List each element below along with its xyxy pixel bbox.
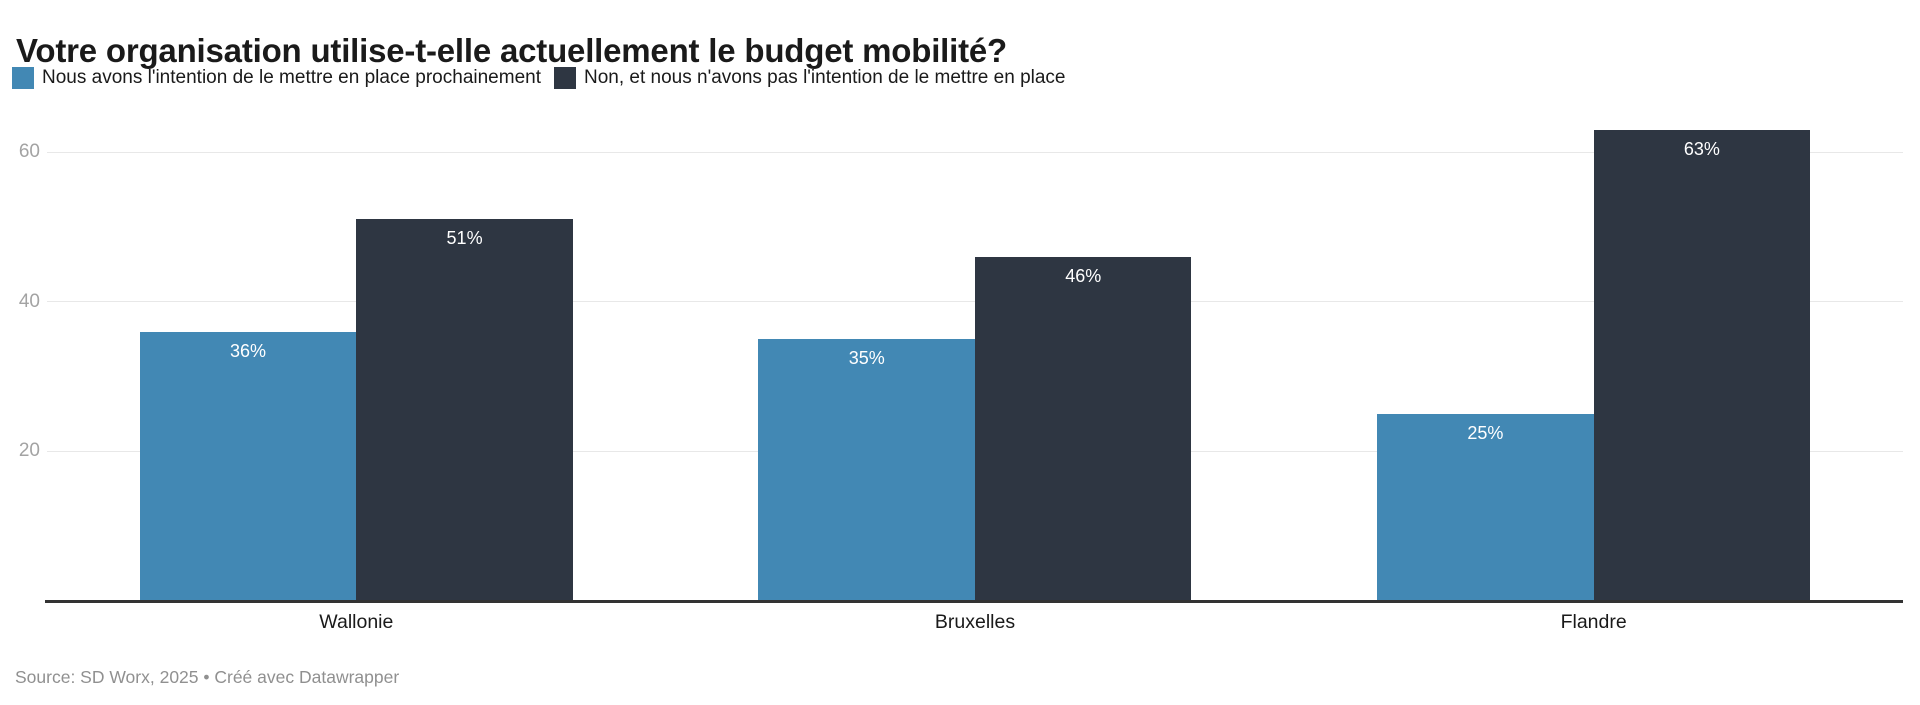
gridline-60 [47,151,1903,153]
chart-title: Votre organisation utilise-t-elle actuel… [16,32,1007,70]
bar-group-wallonie: 36% 51% [47,105,666,601]
x-axis-category-labels: Wallonie Bruxelles Flandre [47,611,1903,637]
category-label-wallonie: Wallonie [319,611,394,633]
bar-value-label: 46% [1065,265,1102,286]
category-label-bruxelles: Bruxelles [934,611,1016,633]
bar-pair: 36% 51% [139,219,573,601]
y-axis-tick-label-20: 20 [18,440,40,462]
legend-item-label: Nous avons l'intention de le mettre en p… [42,67,541,88]
bar-flandre-series2: 63% [1593,129,1811,601]
legend: Nous avons l'intention de le mettre en p… [12,67,1066,89]
bar-value-label: 63% [1683,138,1720,159]
bar-value-label: 25% [1467,422,1504,443]
bar-group-bruxelles: 35% 46% [666,105,1285,601]
bar-bruxelles-series1: 35% [758,339,975,601]
source-attribution: Source: SD Worx, 2025 • Créé avec Datawr… [15,667,400,687]
bar-flandre-series1: 25% [1377,413,1594,601]
legend-swatch-icon [553,67,576,89]
bar-value-label: 35% [848,348,885,369]
y-axis-tick-label-60: 60 [18,141,40,163]
bar-pair: 25% 63% [1377,129,1811,601]
legend-item-1: Non, et nous n'avons pas l'intention de … [553,67,1066,89]
bar-wallonie-series2: 51% [356,219,573,601]
bar-value-label: 36% [230,340,267,361]
bar-value-label: 51% [446,228,483,249]
category-label-flandre: Flandre [1560,611,1627,633]
bar-wallonie-series1: 36% [139,331,357,601]
y-axis-tick-label-40: 40 [18,290,40,312]
legend-item-0: Nous avons l'intention de le mettre en p… [12,67,541,89]
legend-item-label: Non, et nous n'avons pas l'intention de … [583,67,1066,88]
bar-pair: 35% 46% [758,256,1192,601]
legend-swatch-icon [12,67,34,89]
bar-groups: 36% 51% 35% 46% 25% 63% [47,105,1903,601]
bar-group-flandre: 25% 63% [1284,105,1903,601]
plot-area: 36% 51% 35% 46% 25% 63% 20 40 60 [19,105,1903,603]
bar-bruxelles-series2: 46% [974,256,1192,601]
x-axis-line [45,600,1903,603]
